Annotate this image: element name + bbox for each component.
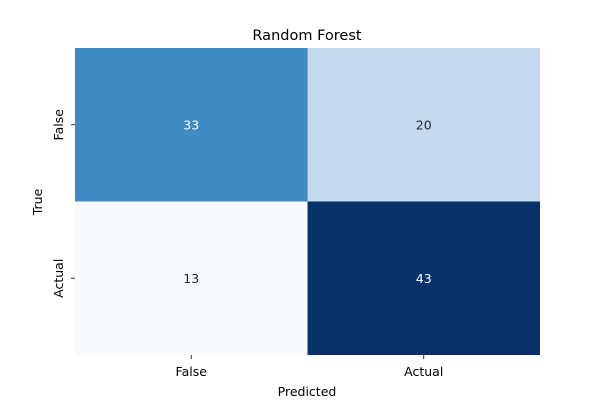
y-axis-label: True [30, 188, 45, 216]
heatmap-cell-value: 43 [416, 271, 432, 286]
heatmap-cell-value: 33 [183, 117, 199, 132]
x-tick-label: False [176, 364, 208, 379]
heatmap-cell-r1-c0 [75, 201, 308, 355]
x-axis-label: Predicted [278, 384, 337, 399]
x-axis-ticks: False Actual [176, 355, 443, 379]
heatmap-cells: 33 20 13 43 [75, 48, 540, 355]
x-tick-label: Actual [404, 364, 443, 379]
heatmap-cell-value: 20 [416, 117, 432, 132]
chart-title: Random Forest [252, 28, 361, 44]
heatmap-cell-r1-c1 [307, 201, 540, 355]
heatmap-cell-r0-c0 [75, 48, 308, 202]
y-axis-ticks: False Actual [51, 109, 75, 298]
y-tick-label: False [51, 109, 66, 141]
heatmap-cell-value: 13 [183, 271, 199, 286]
y-tick-label: Actual [51, 259, 66, 298]
heatmap-cell-r0-c1 [307, 48, 540, 202]
